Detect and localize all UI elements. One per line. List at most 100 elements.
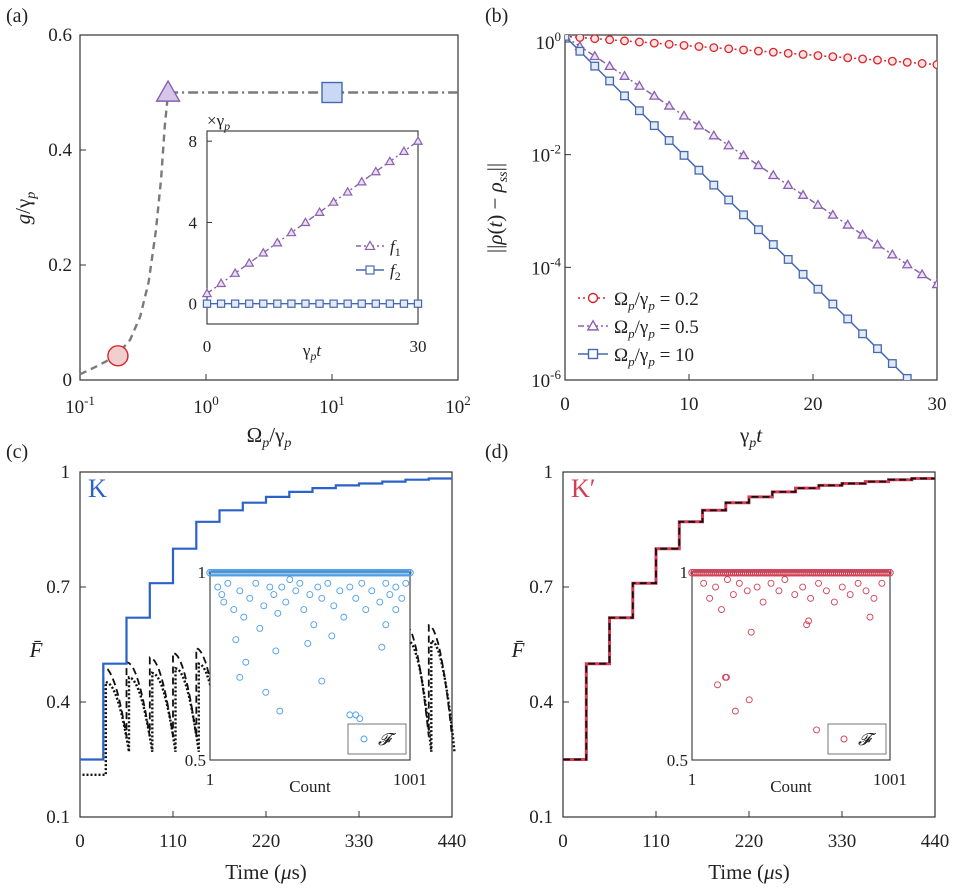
- panel-b-series-2: [565, 35, 912, 380]
- panel-c-inset-point: [382, 579, 390, 587]
- panel-b-point-1: [931, 278, 937, 289]
- panel-b-point-0: [620, 36, 629, 46]
- panel-c-ylabel: F̄: [29, 638, 43, 662]
- panel-c-ytick-label: 0.4: [46, 692, 70, 713]
- panel-b-point-2: [768, 240, 778, 250]
- panel-b-point-1: [648, 90, 660, 100]
- panel-b-point-2: [887, 359, 897, 369]
- panel-a-inset-scale-note: ×γp: [207, 111, 230, 133]
- panel-a-curve-0: [79, 92, 170, 376]
- panel-a-ylabel: g/γp: [11, 192, 39, 225]
- panel-c-dotted-curve: [82, 638, 456, 776]
- panel-c-inset-point: [224, 579, 232, 587]
- panel-b-point-2: [679, 150, 689, 160]
- panel-d-inset-point: [815, 579, 822, 587]
- panel-c-inset-point: [260, 602, 268, 610]
- panel-a-inset-point-f_1: [286, 227, 297, 237]
- panel-a-inset-point-f_1: [300, 217, 311, 227]
- panel-b-legend-marker-2: [587, 348, 599, 360]
- panel-a-inset-point-f_1: [370, 166, 381, 176]
- panel-b-point-2: [694, 165, 704, 175]
- panel-b-point-0: [813, 51, 823, 61]
- panel-d-inset-point: [723, 673, 730, 681]
- panel-c-ytick-label: 0.7: [46, 577, 70, 598]
- panel-c-inset-point: [242, 658, 250, 666]
- panel-c-solid-curve: [80, 477, 452, 761]
- panel-b-point-0: [679, 40, 689, 50]
- panel-letter-c: (c): [6, 441, 28, 463]
- panel-c-inset-point: [220, 598, 228, 606]
- panel-d-xtick-label: 440: [921, 831, 950, 852]
- panel-d-inset-point: [805, 617, 813, 625]
- panel-a-inset-xlabel: γpt: [302, 341, 323, 363]
- panel-c-inset-point: [232, 636, 240, 644]
- panel-c-inset-xtick-label: 1: [206, 770, 215, 789]
- panel-a-inset-point-f_1: [398, 145, 410, 156]
- panel-a-inset-point-f_1: [229, 267, 241, 277]
- panel-d-inset-point: [731, 707, 739, 715]
- panel-b-xtick-label: 10: [680, 394, 699, 415]
- panel-d-inset-point: [886, 569, 894, 577]
- panel-b-point-1: [723, 139, 735, 150]
- panel-b-point-2: [739, 210, 749, 220]
- panel-b-ytick-label: 10-4: [531, 254, 561, 279]
- panel-d-inset-point: [870, 594, 878, 602]
- panel-a-xlabel: Ωp/γp: [247, 423, 292, 451]
- panel-a-inset-point-f_2: [287, 299, 296, 308]
- panel-c-inset-legend-marker: [360, 735, 368, 743]
- panel-d-inset-point: [743, 587, 751, 595]
- panel-a-inset-point-f_2: [216, 299, 226, 308]
- panel-a-inset-point-f_2: [273, 299, 282, 308]
- panel-d-inset-point: [803, 621, 811, 629]
- panel-c-inset-point: [362, 606, 370, 614]
- panel-a-marker-circle: [107, 345, 129, 367]
- panel-a-inset-ytick-label: 8: [189, 132, 198, 151]
- panel-c-inset-point: [386, 591, 394, 599]
- panel-c-inset-point: [398, 594, 406, 602]
- panel-b-point-0: [917, 59, 927, 68]
- panel-b-point-0: [664, 39, 674, 49]
- panel-a-inset-ytick-label: 4: [189, 213, 198, 232]
- panel-b-point-1: [812, 199, 824, 209]
- panel-c-inset-ytick-label: 0.5: [185, 751, 206, 770]
- panel-c-inset-point: [286, 576, 294, 583]
- panel-a-inset-ytick-label: 0: [189, 295, 198, 314]
- panel-b-point-1: [827, 209, 839, 219]
- panel-c-inset-point: [246, 594, 254, 602]
- panel-a-inset-point-f_2: [301, 299, 310, 308]
- panel-b-axes: [564, 34, 938, 381]
- panel-c-xtick-label: 0: [75, 831, 85, 852]
- panel-b-point-2: [649, 121, 659, 131]
- panel-d-inset-point: [718, 606, 725, 614]
- panel-d-xtick-label: 0: [558, 831, 568, 852]
- panel-d-inset-point: [830, 598, 838, 606]
- panel-c-inset-point: [262, 688, 270, 696]
- panel-c-tag: K: [88, 474, 107, 503]
- panel-d-inset-point: [791, 591, 799, 599]
- panel-b-point-1: [678, 110, 690, 120]
- panel-c-xtick-label: 110: [159, 831, 187, 852]
- panel-a-inset-point-f_1: [356, 176, 367, 186]
- panel-d-inset-point: [884, 569, 892, 577]
- panel-d-inset-point: [822, 587, 830, 595]
- panel-c-inset-point: [402, 569, 410, 577]
- panel-a-ytick-label: 0.6: [48, 25, 72, 46]
- panel-d-ytick-label: 0.4: [529, 692, 553, 713]
- panel-a-inset-point-f_2: [329, 299, 338, 308]
- panel-b-point-0: [634, 37, 644, 47]
- panel-c-inset-point: [236, 587, 244, 595]
- panel-b-point-0: [843, 53, 853, 63]
- panel-c-inset-point: [276, 707, 284, 715]
- panel-b-point-2: [828, 299, 838, 309]
- panel-b-point-2: [843, 314, 853, 324]
- panel-a-inset-axes: [206, 130, 419, 325]
- panel-letter-d: (d): [485, 441, 508, 463]
- panel-d-inset-legend-box: [827, 723, 887, 755]
- panel-a-inset-xtick-label: 30: [410, 337, 427, 356]
- panel-a-inset-point-f_1: [384, 156, 396, 166]
- panel-b-point-2: [902, 373, 912, 380]
- panel-a-ytick-label: 0: [63, 370, 73, 391]
- panel-c-inset-point: [318, 677, 326, 685]
- panel-d-inset-point: [747, 628, 755, 636]
